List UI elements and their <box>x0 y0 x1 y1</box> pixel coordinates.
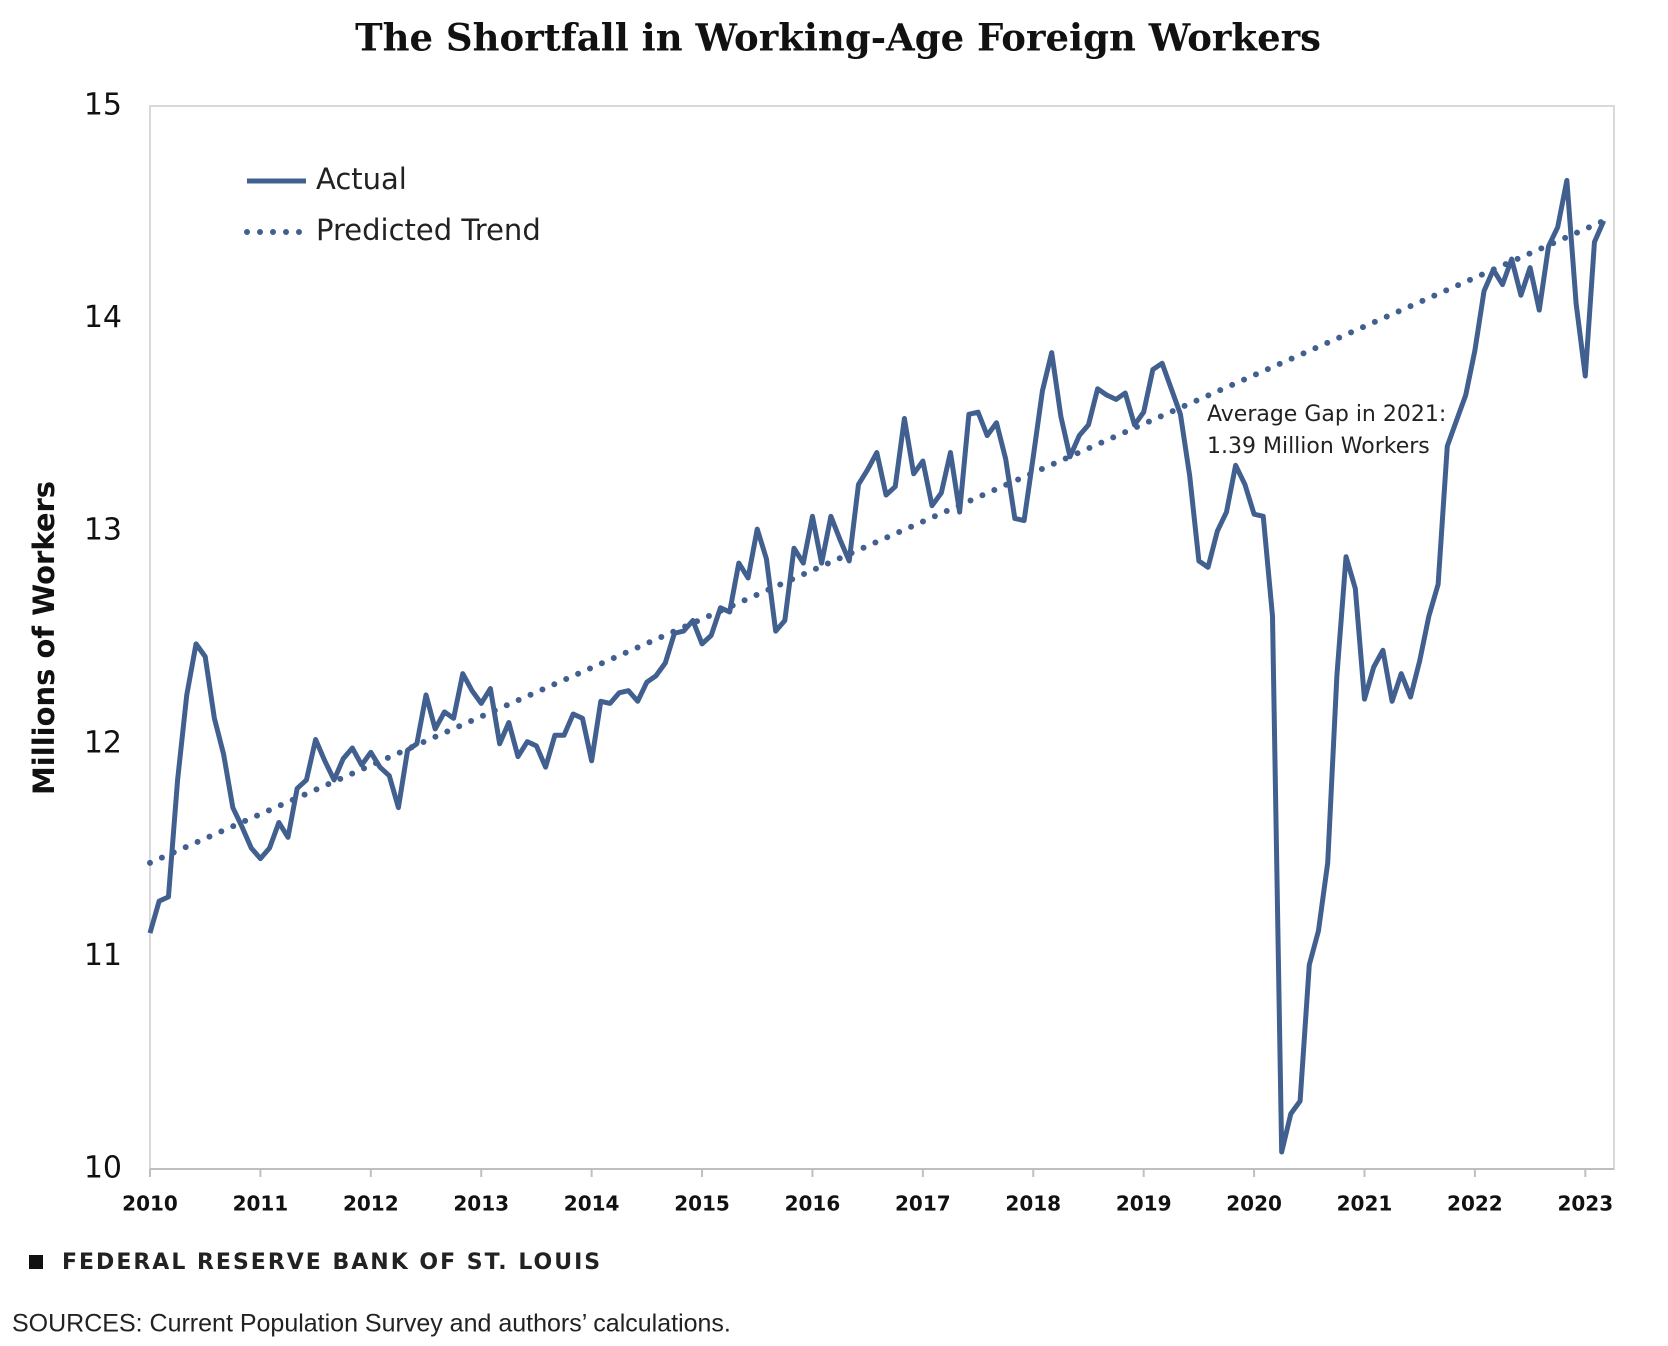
x-tick-label: 2017 <box>895 1192 951 1216</box>
legend-label: Predicted Trend <box>316 213 541 247</box>
x-tick-label: 2013 <box>453 1192 509 1216</box>
y-tick-label: 12 <box>84 725 122 760</box>
series-line <box>147 177 1607 1155</box>
x-tick-label: 2014 <box>564 1192 620 1216</box>
chart-title: The Shortfall in Working-Age Foreign Wor… <box>355 16 1321 60</box>
x-tick-label: 2012 <box>343 1192 399 1216</box>
x-tick-label: 2021 <box>1337 1192 1393 1216</box>
x-tick-label: 2020 <box>1226 1192 1282 1216</box>
x-tick-label: 2016 <box>785 1192 841 1216</box>
y-tick-label: 11 <box>84 938 122 973</box>
annotation: Average Gap in 2021: <box>1207 402 1446 427</box>
series-line <box>147 217 1607 866</box>
y-tick-label: 13 <box>84 513 122 548</box>
y-tick-label: 14 <box>84 300 122 335</box>
annotation: 1.39 Million Workers <box>1207 434 1430 459</box>
y-axis-label: Millions of Workers <box>27 481 61 795</box>
plot-frame <box>149 105 1615 1170</box>
footer-sources: SOURCES: Current Population Survey and a… <box>12 1310 731 1338</box>
x-tick-label: 2018 <box>1005 1192 1061 1216</box>
x-tick-label: 2010 <box>122 1192 178 1216</box>
footer-org: FEDERAL RESERVE BANK OF ST. LOUIS <box>62 1250 602 1275</box>
x-tick-label: 2023 <box>1557 1192 1613 1216</box>
footer-square <box>29 1255 43 1269</box>
y-tick-label: 10 <box>84 1151 122 1186</box>
x-tick-label: 2022 <box>1447 1192 1503 1216</box>
x-tick-label: 2015 <box>674 1192 730 1216</box>
y-tick-label: 15 <box>84 88 122 123</box>
legend-label: Actual <box>316 162 407 196</box>
x-tick-label: 2011 <box>233 1192 289 1216</box>
x-tick-label: 2019 <box>1116 1192 1172 1216</box>
